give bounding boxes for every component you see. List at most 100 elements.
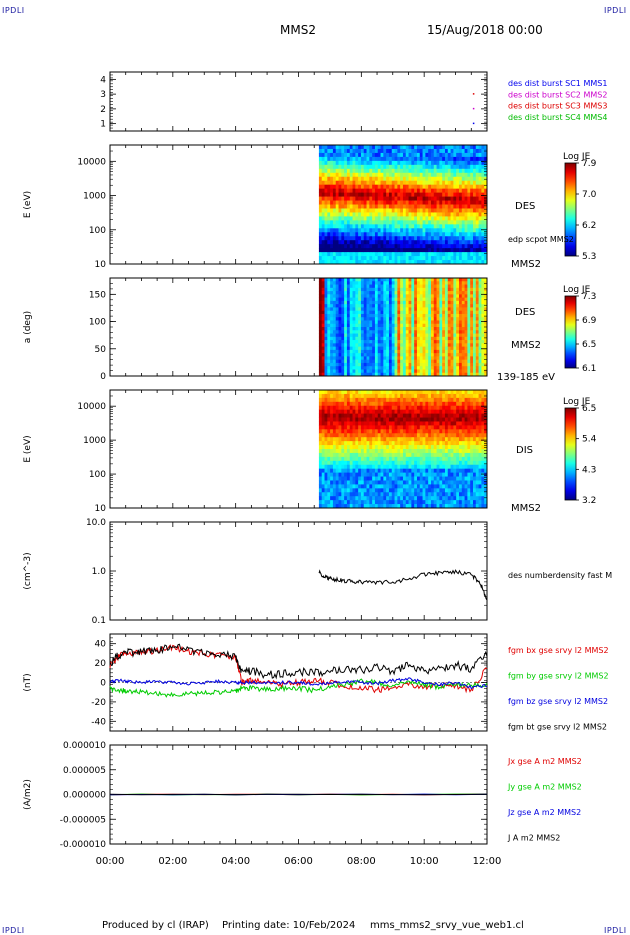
panel-des-energy-heatmap-cell	[358, 169, 361, 173]
panel-des-pitch-heatmap-cell	[473, 327, 476, 331]
panel-des-energy-heatmap-cell	[336, 236, 339, 240]
panel-des-energy-heatmap-cell	[378, 169, 381, 173]
panel-dis-energy-heatmap-cell	[347, 484, 350, 488]
panel-dis-energy-heatmap-cell	[353, 477, 356, 481]
panel-des-energy-heatmap-cell	[361, 232, 364, 236]
panel-des-energy-heatmap-cell	[358, 236, 361, 240]
panel-des-energy-heatmap-cell	[431, 228, 434, 232]
panel-des-energy-heatmap-cell	[350, 212, 353, 216]
panel-des-energy-heatmap-cell	[403, 165, 406, 169]
panel-des-energy-heatmap-cell	[456, 177, 459, 181]
panel-dis-energy-heatmap-cell	[322, 461, 325, 465]
panel-dis-energy-heatmap-cell	[367, 441, 370, 445]
panel-dis-energy-heatmap-cell	[344, 394, 347, 398]
panel-des-pitch-heatmap-cell	[336, 278, 339, 282]
panel-des-energy-heatmap-cell	[361, 161, 364, 165]
panel-des-pitch-heatmap-cell	[378, 301, 381, 305]
panel-des-energy-heatmap-cell	[392, 169, 395, 173]
panel-dis-energy-heatmap-cell	[327, 473, 330, 477]
panel-des-pitch-heatmap-cell	[425, 334, 428, 338]
panel-des-pitch-heatmap-cell	[451, 340, 454, 344]
panel-des-energy-heatmap-cell	[358, 181, 361, 185]
panel-des-energy-heatmap-cell	[423, 145, 426, 149]
panel-des-energy-heatmap-cell	[439, 189, 442, 193]
panel-des-energy-heatmap-cell	[459, 248, 462, 252]
panel-des-energy-heatmap-cell	[431, 201, 434, 205]
panel-des-energy-heatmap-cell	[456, 232, 459, 236]
panel-des-energy-heatmap-cell	[479, 173, 482, 177]
panel-des-energy-heatmap-cell	[400, 181, 403, 185]
panel-des-pitch-heatmap-cell	[459, 327, 462, 331]
panel-dis-energy-heatmap-cell	[372, 414, 375, 418]
panel-des-energy-heatmap-cell	[476, 236, 479, 240]
panel-dis-energy-heatmap-cell	[339, 484, 342, 488]
panel-dis-energy-heatmap-cell	[369, 394, 372, 398]
panel-des-pitch-heatmap-cell	[400, 337, 403, 341]
panel-des-energy-heatmap-cell	[358, 201, 361, 205]
panel-des-energy-heatmap-cell	[456, 228, 459, 232]
panel-des-energy-heatmap-cell	[330, 145, 333, 149]
panel-burst-legend-item: des dist burst SC3 MMS3	[508, 102, 607, 111]
panel-des-energy-heatmap-cell	[369, 153, 372, 157]
panel-des-energy-heatmap-cell	[330, 248, 333, 252]
panel-des-energy-heatmap-cell	[358, 189, 361, 193]
panel-des-pitch-heatmap-cell	[347, 288, 350, 292]
panel-des-pitch-heatmap-cell	[327, 304, 330, 308]
panel-des-pitch-heatmap-cell	[409, 353, 412, 357]
panel-des-pitch-heatmap-cell	[364, 301, 367, 305]
panel-des-pitch-heatmap-cell	[400, 298, 403, 302]
panel-des-energy-heatmap-cell	[411, 244, 414, 248]
panel-des-pitch-heatmap-cell	[445, 340, 448, 344]
panel-des-pitch-heatmap-cell	[389, 369, 392, 373]
panel-dis-energy-heatmap-cell	[361, 421, 364, 425]
panel-des-pitch-heatmap-cell	[392, 317, 395, 321]
panel-des-energy-heatmap-cell	[425, 193, 428, 197]
panel-des-pitch-heatmap-cell	[439, 298, 442, 302]
panel-dis-energy-heatmap-cell	[347, 449, 350, 453]
panel-dis-energy-heatmap-cell	[353, 480, 356, 484]
panel-des-pitch-heatmap-cell	[411, 324, 414, 328]
panel-des-energy-heatmap-cell	[481, 145, 484, 149]
panel-des-energy-heatmap-cell	[414, 189, 417, 193]
panel-dis-energy-heatmap-cell	[372, 402, 375, 406]
panel-des-pitch-heatmap-cell	[462, 281, 465, 285]
panel-des-energy-heatmap-cell	[339, 161, 342, 165]
panel-des-energy-heatmap-cell	[439, 208, 442, 212]
panel-des-energy-heatmap-cell	[355, 208, 358, 212]
panel-dis-energy-heatmap-cell	[395, 477, 398, 481]
panel-dis-energy-heatmap-cell	[339, 480, 342, 484]
panel-des-energy-heatmap-cell	[420, 197, 423, 201]
panel-dis-energy-heatmap-cell	[395, 406, 398, 410]
panel-des-pitch-heatmap-cell	[341, 324, 344, 328]
panel-des-pitch-heatmap-cell	[330, 337, 333, 341]
panel-des-pitch-heatmap-cell	[330, 356, 333, 360]
panel-dis-energy-heatmap-cell	[367, 425, 370, 429]
panel-dis-energy-heatmap-cell	[330, 445, 333, 449]
panel-des-energy-heatmap-cell	[448, 228, 451, 232]
panel-des-energy-heatmap-cell	[344, 228, 347, 232]
panel-des-energy-heatmap-cell	[369, 216, 372, 220]
panel-des-pitch-heatmap-cell	[425, 317, 428, 321]
panel-des-pitch-heatmap-cell	[322, 288, 325, 292]
panel-des-pitch-heatmap-cell	[397, 337, 400, 341]
panel-dis-energy-heatmap-cell	[392, 437, 395, 441]
panel-des-pitch-heatmap-cell	[448, 314, 451, 318]
panel-dis-energy-heatmap-cell	[353, 406, 356, 410]
panel-des-pitch-heatmap-cell	[347, 298, 350, 302]
panel-des-energy-heatmap-cell	[434, 201, 437, 205]
panel-des-pitch-heatmap-cell	[381, 369, 384, 373]
panel-des-energy-heatmap-cell	[439, 244, 442, 248]
panel-des-energy-heatmap-cell	[423, 193, 426, 197]
panel-des-energy-heatmap-cell	[369, 224, 372, 228]
panel-des-energy-heatmap-cell	[476, 173, 479, 177]
panel-dis-energy-heatmap-cell	[389, 449, 392, 453]
panel-des-pitch-heatmap-cell	[459, 366, 462, 370]
panel-des-pitch-heatmap-cell	[453, 320, 456, 324]
panel-des-energy-heatmap-cell	[479, 240, 482, 244]
panel-des-energy-heatmap-cell	[389, 232, 392, 236]
panel-des-pitch-heatmap-cell	[403, 304, 406, 308]
panel-des-energy-heatmap-cell	[420, 252, 423, 256]
panel-dis-energy-heatmap-cell	[344, 449, 347, 453]
panel-dis-energy-heatmap-cell	[400, 480, 403, 484]
panel-des-energy-heatmap-cell	[411, 181, 414, 185]
